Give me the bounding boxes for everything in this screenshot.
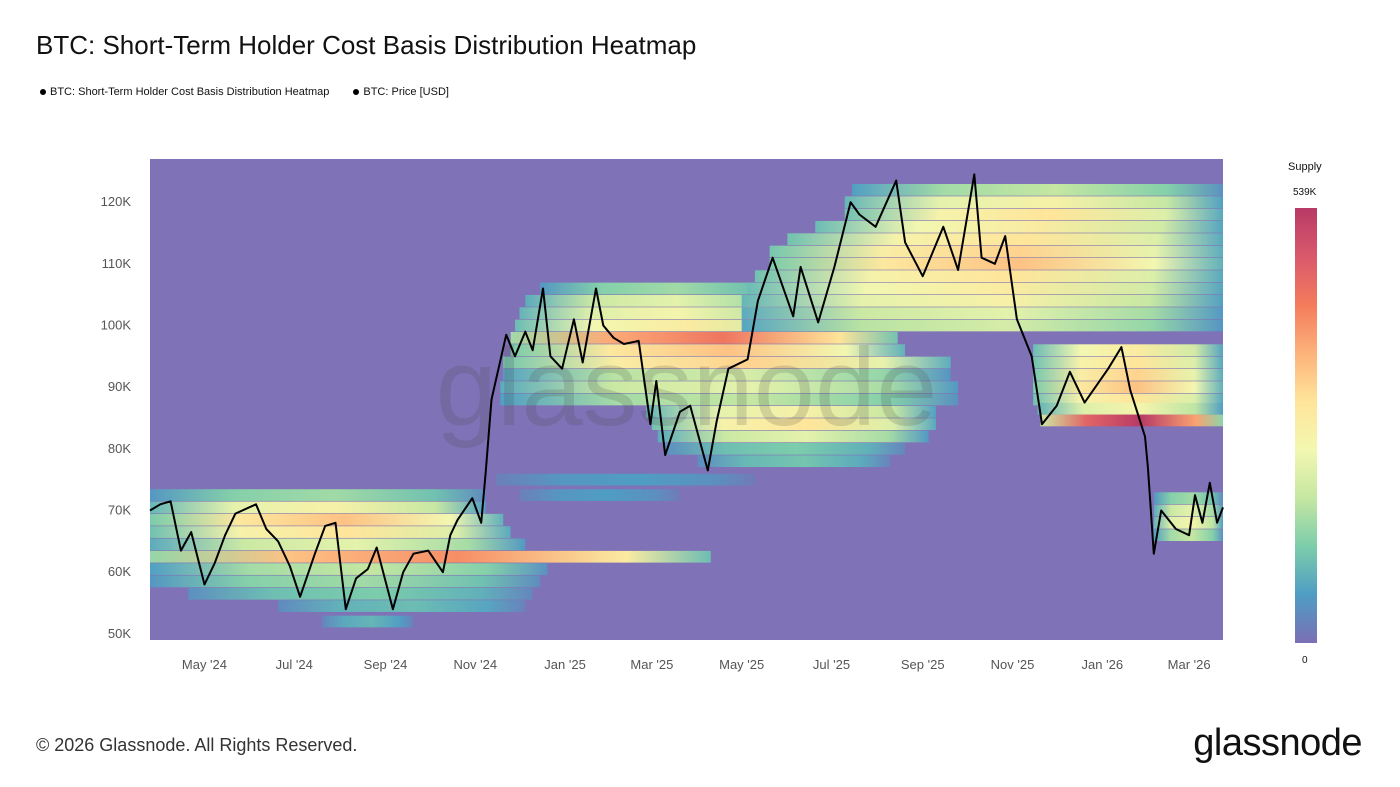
- heatmap-band: [1033, 344, 1223, 357]
- heatmap-band: [150, 563, 548, 575]
- y-tick-label: 90K: [108, 379, 131, 394]
- heatmap-band: [657, 430, 929, 443]
- x-tick-label: Mar '25: [630, 657, 673, 672]
- colorbar-min-label: 0: [1302, 655, 1308, 666]
- x-tick-label: Nov '25: [991, 657, 1035, 672]
- x-tick-label: Mar '26: [1168, 657, 1211, 672]
- x-tick-label: Sep '25: [901, 657, 945, 672]
- x-tick-label: Jan '25: [544, 657, 586, 672]
- heatmap-band: [1037, 402, 1223, 415]
- heatmap-band: [1040, 414, 1223, 427]
- heatmap-band: [1153, 516, 1223, 529]
- heatmap-band: [741, 319, 1223, 332]
- heatmap-band: [852, 183, 1223, 196]
- heatmap-band: [495, 473, 755, 486]
- heatmap-band: [1033, 381, 1223, 394]
- heatmap-band: [747, 282, 1223, 295]
- heatmap-band: [1033, 393, 1223, 406]
- heatmap-band: [150, 489, 486, 501]
- heatmap-band: [697, 455, 891, 468]
- heatmap-band: [150, 575, 541, 588]
- legend-item-heatmap[interactable]: BTC: Short-Term Holder Cost Basis Distri…: [40, 86, 329, 98]
- heatmap-band: [844, 208, 1223, 221]
- colorbar-max-label: 539K: [1293, 187, 1317, 198]
- x-tick-label: Jul '25: [813, 657, 850, 672]
- y-tick-label: 80K: [108, 441, 131, 456]
- heatmap-band: [815, 220, 1223, 233]
- y-tick-label: 70K: [108, 503, 131, 518]
- legend: BTC: Short-Term Holder Cost Basis Distri…: [40, 86, 449, 98]
- heatmap-band: [754, 270, 1223, 283]
- heatmap-band: [540, 282, 788, 295]
- heatmap-band: [525, 294, 801, 307]
- heatmap-band: [519, 307, 808, 320]
- heatmap-band: [278, 600, 526, 612]
- heatmap-band: [500, 381, 959, 394]
- chart-title: BTC: Short-Term Holder Cost Basis Distri…: [36, 30, 697, 60]
- legend-dot-icon: [353, 89, 360, 96]
- x-tick-label: May '24: [182, 657, 227, 672]
- colorbar-title: Supply: [1288, 161, 1322, 173]
- heatmap-band: [1033, 356, 1223, 369]
- heatmap-band: [844, 196, 1223, 209]
- x-tick-label: Sep '24: [364, 657, 408, 672]
- x-tick-label: Jul '24: [276, 657, 313, 672]
- heatmap-band: [1153, 504, 1223, 517]
- y-tick-label: 110K: [102, 256, 132, 271]
- heatmap-band: [1153, 492, 1223, 505]
- heatmap-band: [665, 442, 906, 455]
- legend-dot-icon: [40, 89, 46, 96]
- price-line: [149, 173, 1224, 611]
- x-tick-label: May '25: [719, 657, 764, 672]
- heatmap-band: [150, 501, 486, 514]
- heatmap-band: [510, 344, 906, 357]
- heatmap-band: [150, 550, 711, 563]
- heatmap-band: [519, 489, 680, 501]
- x-tick-label: Jan '26: [1082, 657, 1124, 672]
- y-tick-label: 60K: [108, 564, 131, 579]
- colorbar: [1295, 208, 1317, 643]
- glassnode-logo: glassnode: [1193, 722, 1362, 764]
- heatmap-band: [769, 245, 1223, 258]
- y-tick-label: 50K: [108, 626, 131, 641]
- heatmap-band: [188, 587, 533, 600]
- heatmap-band: [769, 257, 1223, 270]
- heatmap-band: [322, 615, 414, 628]
- heatmap-band: [500, 393, 959, 406]
- heatmap-band: [503, 356, 951, 369]
- heatmap-band: [651, 418, 936, 431]
- y-tick-label: 120K: [101, 194, 132, 209]
- heatmap-band: [741, 307, 1223, 320]
- heatmap-band: [510, 331, 898, 344]
- heatmap-band: [150, 526, 511, 538]
- heatmap-band: [741, 294, 1223, 307]
- heatmap-band: [150, 513, 504, 526]
- heatmap-band: [646, 405, 936, 418]
- legend-item-price[interactable]: BTC: Price [USD]: [353, 86, 449, 98]
- x-tick-label: Nov '24: [453, 657, 497, 672]
- copyright: © 2026 Glassnode. All Rights Reserved.: [36, 735, 358, 755]
- y-tick-label: 100K: [101, 318, 132, 333]
- heatmap-band: [515, 319, 832, 332]
